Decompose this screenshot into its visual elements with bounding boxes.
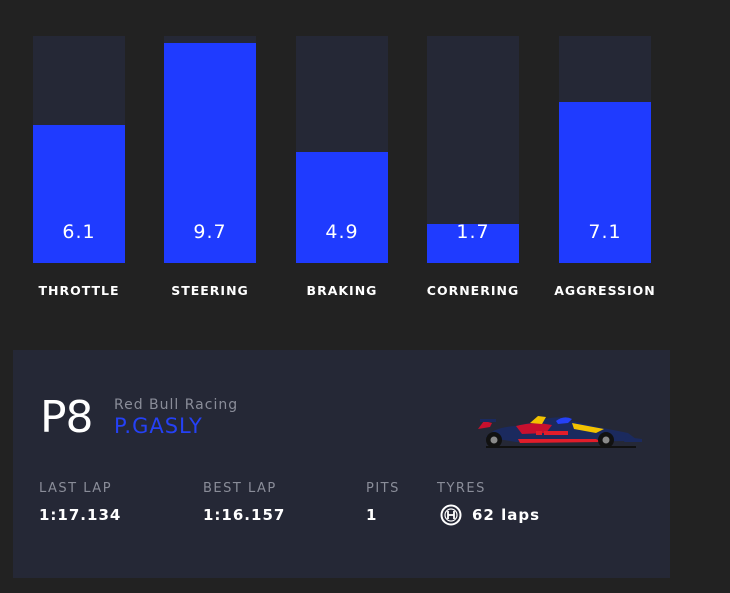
stat-bar-track: 7.1 <box>559 36 651 263</box>
pits-label: PITS <box>366 481 400 496</box>
stat-value: 9.7 <box>193 221 227 243</box>
best-lap-value: 1:16.157 <box>203 506 286 524</box>
stat-value: 4.9 <box>325 221 359 243</box>
tyres-value: 62 laps <box>472 506 541 524</box>
stat-bar-fill <box>33 125 125 263</box>
pits-value: 1 <box>366 506 378 524</box>
stat-bar-track: 6.1 <box>33 36 125 263</box>
hard-tyre-icon <box>440 504 462 526</box>
stat-label: AGGRESSION <box>554 283 656 298</box>
stat-label: CORNERING <box>426 283 520 298</box>
stat-steering: 9.7 STEERING <box>164 36 256 298</box>
driver-card: P8 Red Bull Racing P.GASLY LAST LAP 1:17… <box>13 350 670 578</box>
driver-stats-bars: 6.1 THROTTLE 9.7 STEERING 4.9 BRAKING 1.… <box>33 36 655 298</box>
stat-bar-fill <box>296 152 388 263</box>
stat-label: STEERING <box>171 283 249 298</box>
stat-bar-track: 9.7 <box>164 36 256 263</box>
f1-car-icon <box>478 416 642 448</box>
stat-braking: 4.9 BRAKING <box>296 36 388 298</box>
stat-throttle: 6.1 THROTTLE <box>33 36 125 298</box>
team-name: Red Bull Racing <box>114 397 239 413</box>
stat-value: 6.1 <box>62 221 96 243</box>
tyres-label: TYRES <box>437 481 486 496</box>
best-lap-label: BEST LAP <box>203 481 277 496</box>
stat-cornering: 1.7 CORNERING <box>427 36 519 298</box>
stat-bar-track: 4.9 <box>296 36 388 263</box>
stat-bar-track: 1.7 <box>427 36 519 263</box>
stat-label: BRAKING <box>306 283 378 298</box>
driver-name: P.GASLY <box>114 414 203 438</box>
stat-bar-fill <box>427 224 519 263</box>
stat-aggression: 7.1 AGGRESSION <box>554 36 655 298</box>
stat-label: THROTTLE <box>38 283 120 298</box>
stat-bar-fill <box>559 102 651 263</box>
stat-bar-fill <box>164 43 256 263</box>
race-position: P8 <box>40 392 94 443</box>
stat-value: 1.7 <box>456 221 490 243</box>
last-lap-value: 1:17.134 <box>39 506 122 524</box>
last-lap-label: LAST LAP <box>39 481 113 496</box>
stat-value: 7.1 <box>588 221 622 243</box>
